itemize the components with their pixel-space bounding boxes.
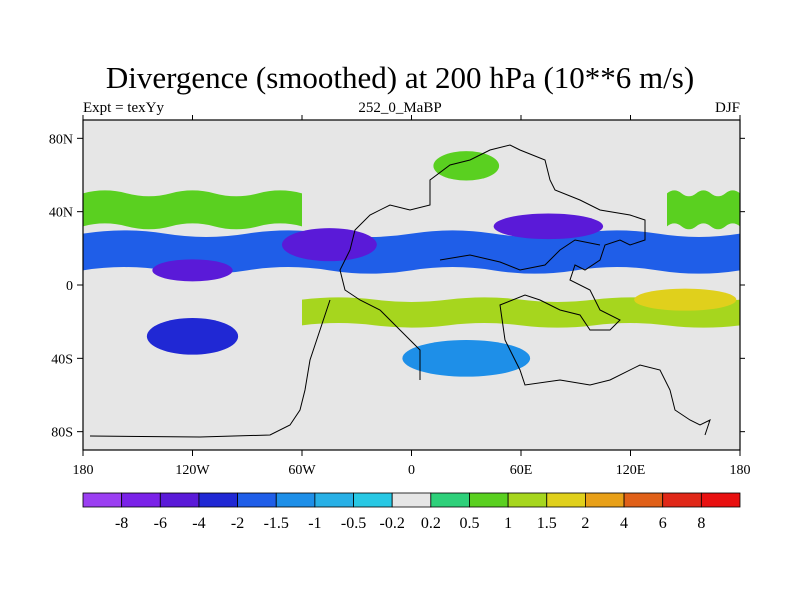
colorbar-label: 1 bbox=[504, 515, 512, 532]
colorbar-swatch bbox=[237, 492, 277, 508]
case-label: 252_0_MaBP bbox=[358, 100, 442, 116]
y-tick-label: 80S bbox=[51, 426, 73, 441]
field-band bbox=[667, 190, 740, 230]
experiment-label: Expt = texYy bbox=[83, 100, 164, 116]
colorbar-label: -0.2 bbox=[380, 515, 405, 532]
colorbar: -8 -6 -4 -2 -1.5 -1 -0.5 -0.2 0.2 0.5 1 1.5 2 4 6 8 bbox=[82, 492, 741, 532]
colorbar-label: 1.5 bbox=[537, 515, 557, 532]
colorbar-swatch bbox=[662, 492, 702, 508]
x-tick-label: 60E bbox=[510, 463, 533, 478]
colorbar-swatch bbox=[546, 492, 586, 508]
colorbar-label: -4 bbox=[192, 515, 205, 532]
africa-eurasia-outline bbox=[339, 144, 711, 436]
colorbar-swatch bbox=[121, 492, 161, 508]
x-tick-label: 180 bbox=[730, 463, 751, 478]
colorbar-label: -1.5 bbox=[264, 515, 289, 532]
colorbar-label: -2 bbox=[231, 515, 244, 532]
field-blob bbox=[634, 288, 737, 311]
field-band bbox=[302, 297, 740, 328]
season-label: DJF bbox=[714, 100, 740, 116]
y-tick-label: 0 bbox=[66, 279, 73, 294]
y-tick-label: 40N bbox=[49, 206, 73, 221]
axes: 180 120W 60W 0 60E 120E 180 80N 40N 0 40S 80S bbox=[49, 115, 751, 478]
field-blob bbox=[152, 259, 233, 282]
colorbar-label: -8 bbox=[115, 515, 128, 532]
field-blob bbox=[493, 213, 604, 240]
y-tick-label: 80N bbox=[49, 132, 73, 147]
colorbar-swatch bbox=[314, 492, 354, 508]
map-background bbox=[83, 120, 740, 450]
field-blob bbox=[433, 151, 500, 181]
colorbar-label: -0.5 bbox=[341, 515, 366, 532]
colorbar-swatch bbox=[82, 492, 123, 508]
colorbar-swatch bbox=[507, 492, 548, 508]
field-blob bbox=[146, 318, 239, 355]
field-band bbox=[83, 190, 302, 230]
colorbar-label: -1 bbox=[308, 515, 321, 532]
continent-outlines bbox=[89, 144, 711, 438]
colorbar-label: 0.5 bbox=[459, 515, 479, 532]
colorbar-label: 2 bbox=[581, 515, 589, 532]
colorbar-swatch bbox=[585, 492, 625, 508]
x-tick-label: 60W bbox=[288, 463, 316, 478]
x-tick-label: 180 bbox=[73, 463, 94, 478]
colorbar-swatch bbox=[198, 492, 238, 508]
colorbar-label: 0.2 bbox=[421, 515, 441, 532]
contour-field bbox=[83, 151, 740, 377]
x-tick-label: 120E bbox=[616, 463, 646, 478]
colorbar-swatch bbox=[700, 492, 741, 508]
colorbar-swatch bbox=[623, 492, 664, 508]
chart-title: Divergence (smoothed) at 200 hPa (10**6 … bbox=[105, 60, 695, 95]
colorbar-swatch bbox=[469, 492, 509, 508]
colorbar-swatch bbox=[159, 492, 200, 508]
x-tick-label: 0 bbox=[408, 463, 415, 478]
field-band bbox=[83, 230, 740, 274]
field-blob bbox=[402, 340, 531, 377]
colorbar-label: 4 bbox=[620, 515, 628, 532]
colorbar-swatch bbox=[275, 492, 316, 508]
colorbar-label: -6 bbox=[154, 515, 167, 532]
colorbar-label: 8 bbox=[697, 515, 705, 532]
southern-outline bbox=[89, 299, 331, 438]
colorbar-swatch bbox=[353, 492, 393, 508]
y-tick-label: 40S bbox=[51, 352, 73, 367]
interior-outline bbox=[439, 239, 601, 271]
colorbar-swatch bbox=[430, 492, 470, 508]
field-blob bbox=[281, 228, 377, 262]
colorbar-label: 6 bbox=[659, 515, 667, 532]
x-tick-label: 120W bbox=[175, 463, 210, 478]
colorbar-swatch bbox=[391, 492, 432, 508]
